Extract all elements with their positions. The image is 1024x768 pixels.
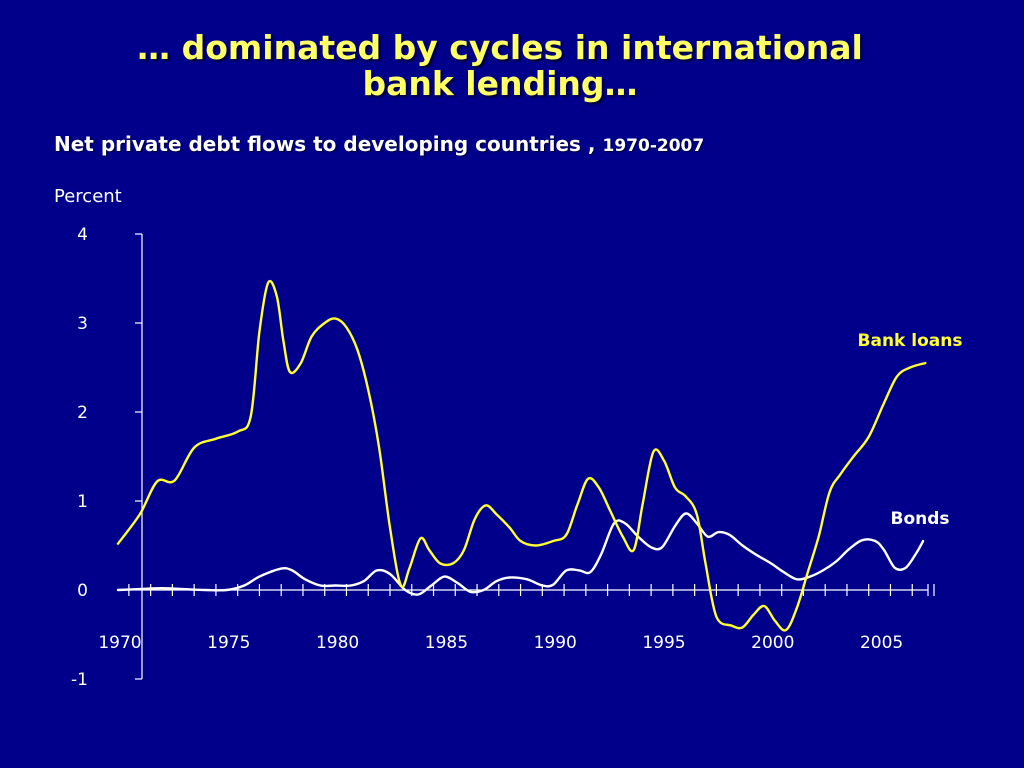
series-label-bonds: Bonds: [890, 509, 949, 529]
y-tick-label: 4: [77, 225, 88, 245]
slide-title: … dominated by cycles in international b…: [0, 30, 1000, 102]
y-tick-label: 1: [77, 492, 88, 512]
series-label-bank-loans: Bank loans: [858, 331, 963, 351]
y-tick-label: 3: [77, 314, 88, 334]
x-tick-label: 1980: [316, 633, 359, 653]
x-tick-label: 1975: [207, 633, 250, 653]
x-tick-label: 1985: [425, 633, 468, 653]
x-tick-label: 2005: [860, 633, 903, 653]
series-line-bonds: [116, 512, 925, 596]
slide-title-line-1: … dominated by cycles in international: [137, 28, 863, 67]
x-tick-label: 1995: [642, 633, 685, 653]
y-tick-label: -1: [71, 670, 88, 690]
series-line-bank-loans: [116, 279, 927, 632]
chart-subtitle-years: 1970-2007: [602, 136, 705, 156]
slide-title-line-2: bank lending…: [362, 64, 638, 103]
y-tick-label: 2: [77, 403, 88, 423]
chart-subtitle-text: Net private debt flows to developing cou…: [54, 132, 596, 156]
x-tick-label: 1990: [534, 633, 577, 653]
x-tick-label: 2000: [751, 633, 794, 653]
y-tick-label: 0: [77, 581, 88, 601]
x-tick-label: 1970: [98, 633, 141, 653]
chart-subtitle: Net private debt flows to developing cou…: [54, 132, 704, 156]
y-axis-unit-label: Percent: [54, 186, 122, 207]
